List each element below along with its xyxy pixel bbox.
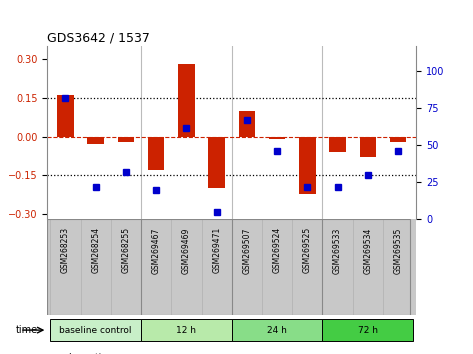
Text: GSM269524: GSM269524 (272, 227, 281, 273)
Bar (359, 137, 376, 157)
Bar (88, 137, 104, 144)
Text: ■: ■ (50, 353, 59, 354)
Bar (232, 319, 323, 341)
Text: baseline control: baseline control (60, 326, 132, 335)
Text: GSM269525: GSM269525 (303, 227, 312, 273)
Text: GSM269534: GSM269534 (363, 227, 372, 274)
Text: GSM269471: GSM269471 (212, 227, 221, 273)
Text: 72 h: 72 h (358, 326, 378, 335)
Bar (141, 319, 232, 341)
Bar (50, 319, 141, 341)
Bar (208, 137, 225, 188)
Bar (148, 137, 165, 170)
Text: GSM268255: GSM268255 (122, 227, 131, 273)
Text: time: time (16, 325, 38, 335)
Bar (329, 137, 346, 152)
Text: log ratio: log ratio (69, 353, 106, 354)
Bar (118, 137, 134, 142)
Text: GSM269533: GSM269533 (333, 227, 342, 274)
Bar (57, 95, 74, 137)
Bar (178, 64, 195, 137)
Text: 24 h: 24 h (267, 326, 287, 335)
Bar (238, 111, 255, 137)
Bar (299, 137, 315, 194)
Text: GDS3642 / 1537: GDS3642 / 1537 (47, 32, 150, 45)
Bar (390, 137, 406, 142)
Bar (269, 137, 285, 139)
Text: GSM268254: GSM268254 (91, 227, 100, 273)
Text: 12 h: 12 h (176, 326, 196, 335)
Text: GSM269469: GSM269469 (182, 227, 191, 274)
Text: GSM269467: GSM269467 (152, 227, 161, 274)
Text: GSM269507: GSM269507 (242, 227, 251, 274)
Text: GSM269535: GSM269535 (394, 227, 403, 274)
Text: GSM268253: GSM268253 (61, 227, 70, 273)
Bar (323, 319, 413, 341)
